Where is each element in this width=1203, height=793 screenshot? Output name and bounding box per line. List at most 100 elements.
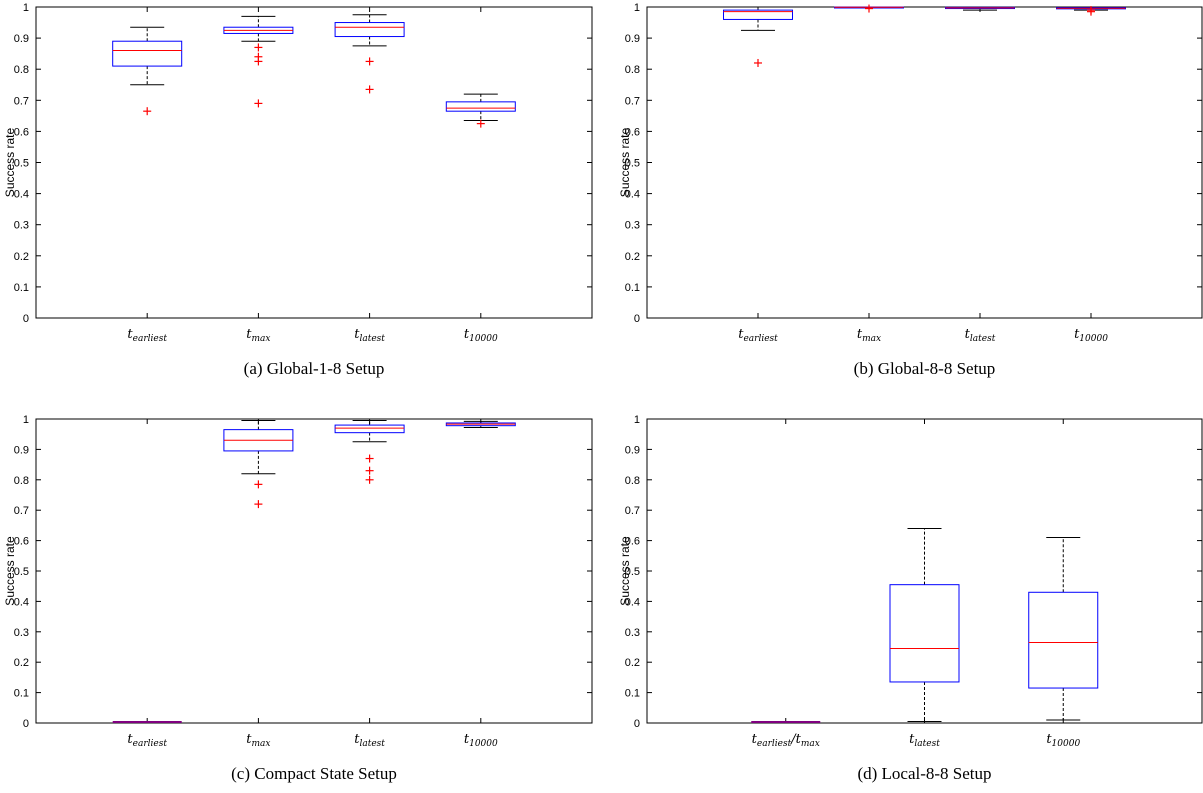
box-3 [945, 6, 1015, 11]
y-tick-label: 0.7 [14, 95, 29, 107]
box-iqr [334, 424, 405, 434]
box-2 [223, 420, 294, 509]
x-tick-label: tmax [246, 732, 270, 749]
y-tick-label: 0 [23, 313, 29, 325]
outlier-marker [476, 119, 485, 128]
y-tick-label: 0.3 [14, 220, 29, 232]
box-4 [445, 420, 516, 429]
x-tick-label: tmax [857, 327, 881, 344]
outlier-marker [254, 43, 263, 52]
y-tick-label: 0 [634, 718, 640, 730]
chart-panel-3: 0 0.1 0.2 0.3 0.4 0.5 0.6 0.7 0.8 0.9 1 Success rat… [3, 414, 593, 749]
plot-frame [646, 6, 1203, 319]
outlier-marker [865, 4, 873, 13]
y-tick-label: 0.1 [14, 688, 29, 700]
y-tick-label: 0.6 [14, 126, 29, 138]
box-iqr [723, 9, 793, 20]
box-3 [334, 420, 405, 484]
y-tick-label: 1 [23, 414, 29, 426]
outlier-marker [1087, 7, 1095, 16]
y-tick-label: 1 [634, 414, 640, 426]
y-tick-label: 0.5 [625, 566, 640, 578]
y-tick-label: 0.5 [14, 158, 29, 170]
x-tick-label: tlatest [354, 732, 385, 749]
box-iqr [445, 101, 516, 112]
y-axis-label: Success rate [3, 127, 17, 197]
outlier-marker [365, 475, 374, 484]
y-tick-label: 0.5 [625, 158, 640, 170]
box-2 [223, 15, 294, 108]
plot-frame [35, 418, 593, 724]
y-tick-label: 0.7 [625, 505, 640, 517]
outlier-marker [365, 85, 374, 94]
y-tick-label: 0.3 [625, 220, 640, 232]
y-tick-label: 0.8 [625, 475, 640, 487]
y-tick-label: 0.2 [14, 251, 29, 263]
box-iqr [334, 22, 405, 38]
y-tick-label: 1 [23, 2, 29, 14]
x-tick-label: tearliest [127, 732, 167, 749]
y-tick-label: 0.8 [14, 475, 29, 487]
box-iqr [1028, 591, 1099, 689]
x-tick-label: tearliest [127, 327, 167, 344]
box-iqr [889, 584, 960, 683]
y-tick-label: 0.4 [14, 596, 29, 608]
box-1 [723, 6, 793, 67]
chart-panel-2: 0 0.1 0.2 0.3 0.4 0.5 0.6 0.7 0.8 0.9 1 Success rat… [618, 2, 1203, 344]
y-tick-label: 0.4 [625, 596, 640, 608]
y-axis-label: Success rate [618, 127, 632, 197]
x-tick-label: tearliest/tmax [752, 732, 820, 749]
y-tick-label: 0.6 [625, 126, 640, 138]
y-tick-label: 0.8 [625, 64, 640, 76]
y-tick-label: 0.1 [625, 282, 640, 294]
outlier-marker [254, 500, 263, 509]
panel-caption: (a) Global-1-8 Setup [244, 359, 385, 378]
y-tick-label: 0.1 [14, 282, 29, 294]
y-axis-label: Success rate [618, 536, 632, 606]
panel-caption: (d) Local-8-8 Setup [857, 764, 991, 783]
y-tick-label: 0.9 [625, 33, 640, 45]
y-tick-label: 0.4 [625, 189, 640, 201]
x-tick-label: tmax [246, 327, 270, 344]
panel-caption: (c) Compact State Setup [231, 764, 397, 783]
outlier-marker [143, 107, 152, 116]
box-4 [1056, 6, 1126, 16]
box-4 [445, 93, 516, 128]
y-tick-label: 0.7 [14, 505, 29, 517]
x-tick-label: t10000 [1046, 732, 1080, 749]
y-tick-label: 1 [634, 2, 640, 14]
box-3 [1028, 537, 1099, 721]
outlier-marker [754, 58, 762, 67]
y-tick-label: 0.2 [625, 251, 640, 263]
y-tick-label: 0.5 [14, 566, 29, 578]
outlier-marker [254, 57, 263, 66]
outlier-marker [365, 454, 374, 463]
chart-panel-4: 0 0.1 0.2 0.3 0.4 0.5 0.6 0.7 0.8 0.9 1 Success rat… [618, 414, 1203, 749]
y-tick-label: 0.7 [625, 95, 640, 107]
x-tick-label: tlatest [354, 327, 385, 344]
y-tick-label: 0.6 [14, 536, 29, 548]
y-tick-label: 0 [634, 313, 640, 325]
y-tick-label: 0.2 [14, 657, 29, 669]
y-tick-label: 0.9 [14, 33, 29, 45]
x-tick-label: tearliest [738, 327, 778, 344]
x-tick-label: t10000 [464, 327, 498, 344]
x-tick-label: tlatest [909, 732, 940, 749]
x-tick-label: t10000 [464, 732, 498, 749]
box-iqr [112, 40, 183, 67]
y-tick-label: 0.1 [625, 688, 640, 700]
box-2 [889, 527, 960, 722]
y-tick-label: 0 [23, 718, 29, 730]
panel-caption: (b) Global-8-8 Setup [854, 359, 996, 378]
outlier-marker [365, 466, 374, 475]
y-axis-label: Success rate [3, 536, 17, 606]
y-tick-label: 0.8 [14, 64, 29, 76]
outlier-marker [365, 57, 374, 66]
outlier-marker [254, 480, 263, 489]
y-tick-label: 0.3 [625, 627, 640, 639]
chart-panel-1: 0 0.1 0.2 0.3 0.4 0.5 0.6 0.7 0.8 0.9 1 Success rat… [3, 2, 593, 344]
box-3 [334, 14, 405, 94]
y-tick-label: 0.9 [14, 444, 29, 456]
y-tick-label: 0.9 [625, 444, 640, 456]
